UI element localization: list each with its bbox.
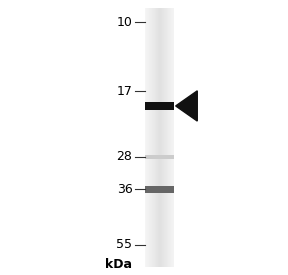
Bar	[145, 8, 146, 267]
Bar	[157, 8, 158, 267]
Text: 28: 28	[117, 150, 132, 163]
Text: 10: 10	[117, 15, 132, 29]
Bar	[152, 8, 153, 267]
Bar	[146, 8, 147, 267]
Bar	[150, 8, 151, 267]
Bar	[158, 8, 159, 267]
Bar	[172, 8, 173, 267]
Bar	[166, 8, 167, 267]
Polygon shape	[176, 91, 197, 121]
Bar	[164, 8, 165, 267]
Bar	[153, 8, 154, 267]
Bar	[145, 155, 174, 159]
Bar	[149, 8, 150, 267]
Bar	[171, 8, 172, 267]
Text: 17: 17	[117, 85, 132, 98]
Bar	[155, 8, 156, 267]
Text: kDa: kDa	[105, 257, 132, 271]
Bar	[173, 8, 174, 267]
Bar	[161, 8, 162, 267]
Bar	[167, 8, 168, 267]
Text: 55: 55	[116, 238, 132, 251]
Bar	[148, 8, 149, 267]
Bar	[147, 8, 148, 267]
Bar	[145, 186, 174, 192]
Bar	[162, 8, 163, 267]
Bar	[165, 8, 166, 267]
Bar	[168, 8, 169, 267]
Bar	[160, 8, 161, 267]
Bar	[170, 8, 171, 267]
Bar	[154, 8, 155, 267]
Bar	[156, 8, 157, 267]
Bar	[145, 102, 174, 110]
Bar	[159, 8, 160, 267]
Bar	[169, 8, 170, 267]
Bar	[151, 8, 152, 267]
Bar	[163, 8, 164, 267]
Text: 36: 36	[117, 183, 132, 196]
